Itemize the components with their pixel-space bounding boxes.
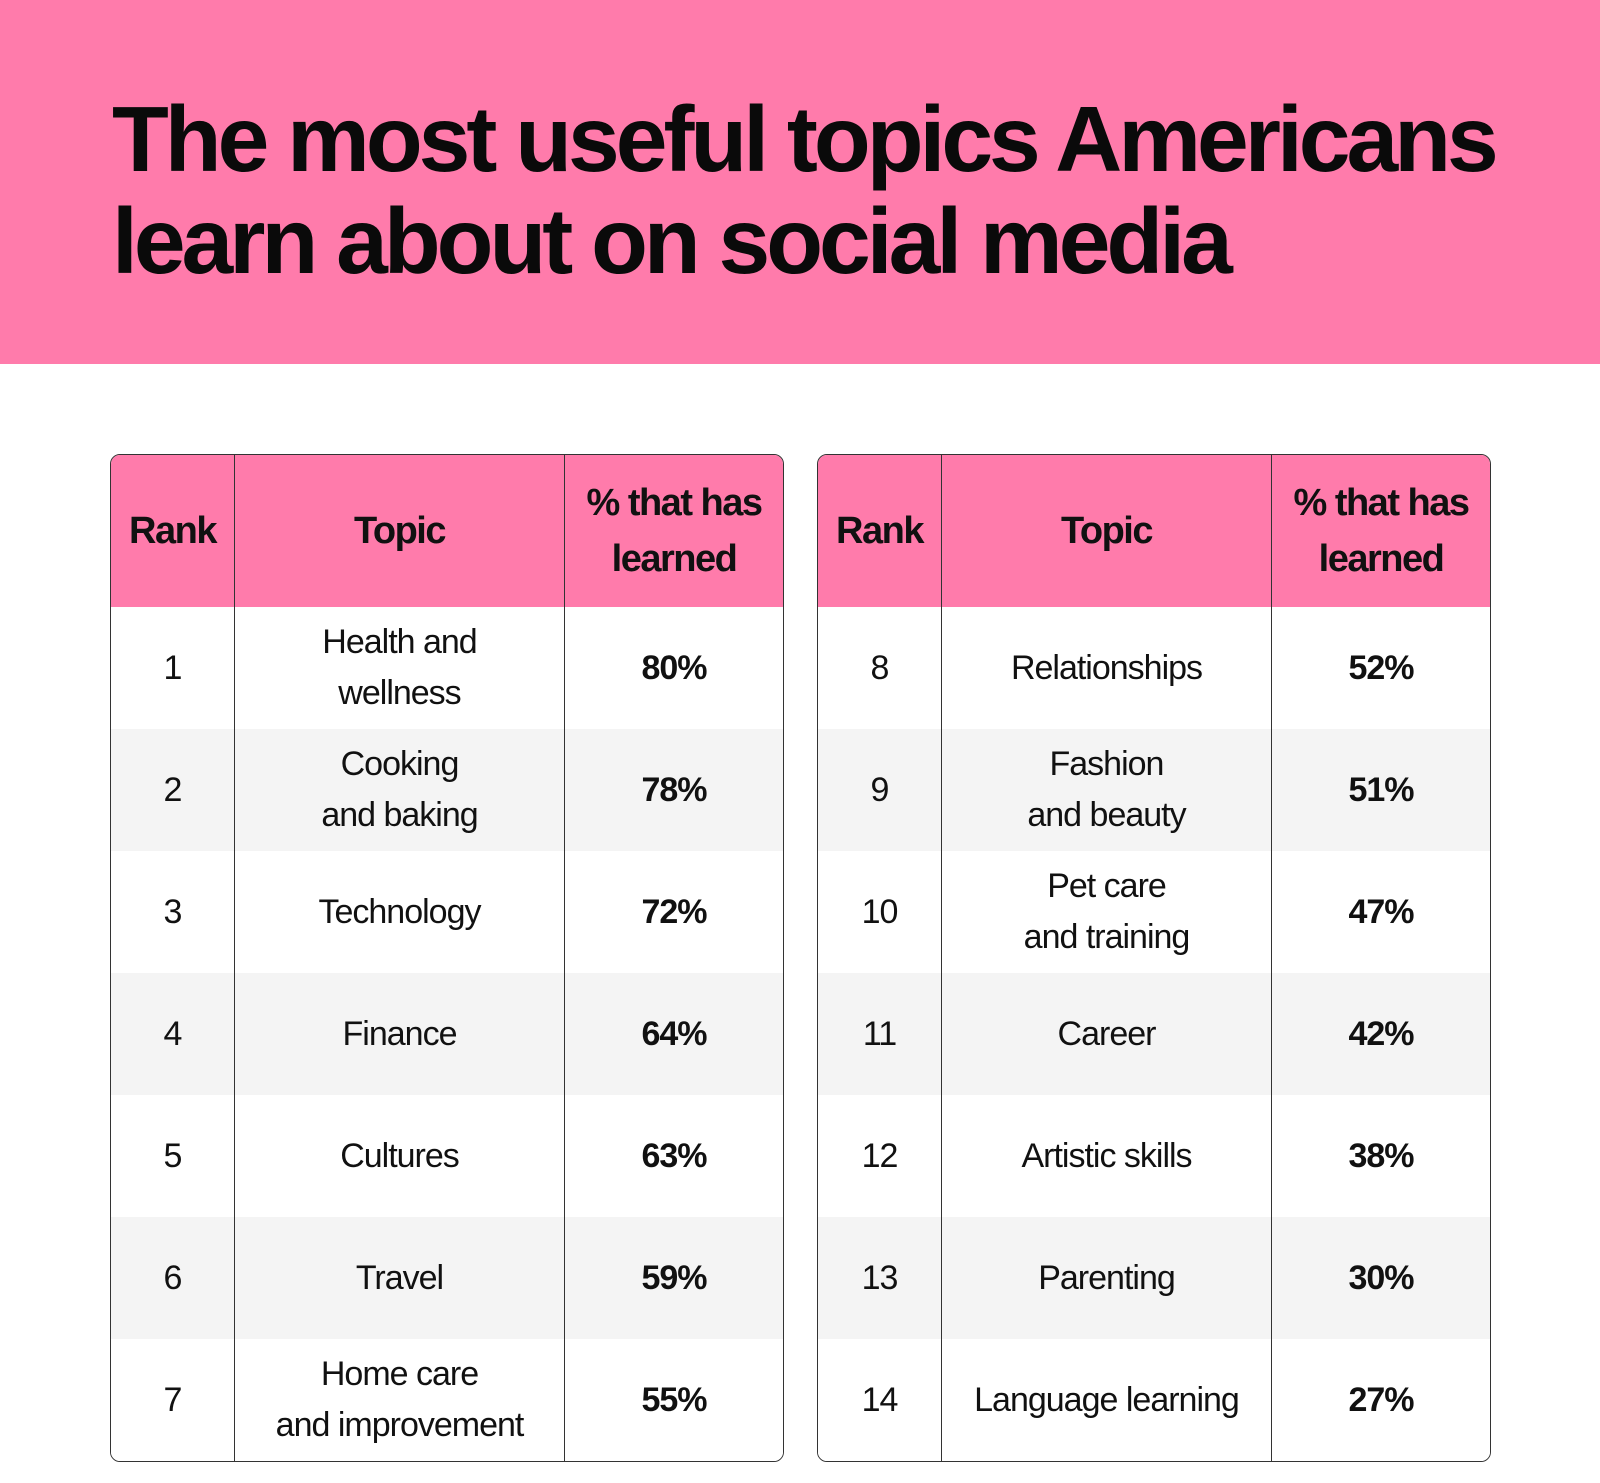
percent-cell: 80% xyxy=(564,607,783,729)
topic-label: Relationships xyxy=(1010,648,1203,687)
topic-label: Finance xyxy=(342,1014,458,1053)
table-row: 5 Cultures 63% xyxy=(111,1095,783,1217)
page-title: The most useful topics Americans learn a… xyxy=(112,88,1552,292)
table-row: 4 Finance 64% xyxy=(111,973,783,1095)
rank-cell: 4 xyxy=(111,973,234,1095)
table-row: 3 Technology 72% xyxy=(111,851,783,973)
topic-cell: Cultures xyxy=(234,1095,564,1217)
topic-label: Health and wellness xyxy=(322,623,477,712)
topic-cell: Artistic skills xyxy=(941,1095,1271,1217)
topic-cell: Travel xyxy=(234,1217,564,1339)
rank-cell: 1 xyxy=(111,607,234,729)
table-row: 6 Travel 59% xyxy=(111,1217,783,1339)
table-row: 14 Language learning 27% xyxy=(818,1339,1490,1461)
table-row: 1 Health and wellness 80% xyxy=(111,607,783,729)
topic-label: Pet care and training xyxy=(1023,867,1191,956)
topic-label: Language learning xyxy=(974,1380,1240,1419)
rank-cell: 12 xyxy=(818,1095,941,1217)
header-percent-line-1: % that has xyxy=(586,482,763,524)
table-row: 8 Relationships 52% xyxy=(818,607,1490,729)
header-rank: Rank xyxy=(111,455,234,607)
header-topic: Topic xyxy=(941,455,1271,607)
topic-label: Fashion and beauty xyxy=(1027,745,1186,834)
header-topic: Topic xyxy=(234,455,564,607)
rank-cell: 5 xyxy=(111,1095,234,1217)
table-row: 2 Cooking and baking 78% xyxy=(111,729,783,851)
topic-cell: Technology xyxy=(234,851,564,973)
percent-cell: 27% xyxy=(1271,1339,1490,1461)
rank-cell: 9 xyxy=(818,729,941,851)
topic-cell: Language learning xyxy=(941,1339,1271,1461)
header-percent: % that has learned xyxy=(1271,455,1490,607)
rank-cell: 3 xyxy=(111,851,234,973)
topic-cell: Fashion and beauty xyxy=(941,729,1271,851)
topic-cell: Home care and improvement xyxy=(234,1339,564,1461)
title-line-2: learn about on social media xyxy=(112,189,1233,293)
header-percent-line-1: % that has xyxy=(1293,482,1470,524)
topic-cell: Career xyxy=(941,973,1271,1095)
topic-label: Home care and improvement xyxy=(275,1355,525,1444)
topic-label: Career xyxy=(1057,1014,1157,1053)
table-row: 13 Parenting 30% xyxy=(818,1217,1490,1339)
table-body-left: 1 Health and wellness 80% 2 Cooking and baki… xyxy=(111,607,783,1461)
title-banner xyxy=(0,0,1600,364)
header-percent-line-2: learned xyxy=(1318,538,1445,580)
percent-cell: 51% xyxy=(1271,729,1490,851)
percent-cell: 30% xyxy=(1271,1217,1490,1339)
header-percent-line-2: learned xyxy=(611,538,738,580)
percent-cell: 42% xyxy=(1271,973,1490,1095)
rank-cell: 8 xyxy=(818,607,941,729)
table-row: 11 Career 42% xyxy=(818,973,1490,1095)
header-rank: Rank xyxy=(818,455,941,607)
ranking-table-left: Rank Topic % that has learned 1 Health and… xyxy=(110,454,784,1462)
title-line-1: The most useful topics Americans xyxy=(112,87,1499,191)
percent-cell: 72% xyxy=(564,851,783,973)
table-row: 10 Pet care and training 47% xyxy=(818,851,1490,973)
topic-cell: Parenting xyxy=(941,1217,1271,1339)
table-row: 7 Home care and improvement 55% xyxy=(111,1339,783,1461)
topic-label: Artistic skills xyxy=(1021,1136,1192,1175)
table-header-row: Rank Topic % that has learned xyxy=(818,455,1490,607)
percent-cell: 78% xyxy=(564,729,783,851)
percent-cell: 64% xyxy=(564,973,783,1095)
percent-cell: 52% xyxy=(1271,607,1490,729)
rank-cell: 13 xyxy=(818,1217,941,1339)
header-percent: % that has learned xyxy=(564,455,783,607)
percent-cell: 55% xyxy=(564,1339,783,1461)
percent-cell: 63% xyxy=(564,1095,783,1217)
percent-cell: 38% xyxy=(1271,1095,1490,1217)
ranking-table-right: Rank Topic % that has learned 8 Relationsh… xyxy=(817,454,1491,1462)
topic-label: Cooking and baking xyxy=(321,745,478,834)
table-body-right: 8 Relationships 52% 9 Fashion and beauty 51% 1… xyxy=(818,607,1490,1461)
table-row: 12 Artistic skills 38% xyxy=(818,1095,1490,1217)
topic-cell: Pet care and training xyxy=(941,851,1271,973)
rank-cell: 11 xyxy=(818,973,941,1095)
topic-cell: Health and wellness xyxy=(234,607,564,729)
topic-label: Travel xyxy=(355,1258,444,1297)
rank-cell: 7 xyxy=(111,1339,234,1461)
rank-cell: 6 xyxy=(111,1217,234,1339)
rank-cell: 2 xyxy=(111,729,234,851)
topic-cell: Finance xyxy=(234,973,564,1095)
table-row: 9 Fashion and beauty 51% xyxy=(818,729,1490,851)
percent-cell: 59% xyxy=(564,1217,783,1339)
topic-cell: Relationships xyxy=(941,607,1271,729)
topic-label: Cultures xyxy=(340,1136,460,1175)
table-header-row: Rank Topic % that has learned xyxy=(111,455,783,607)
topic-cell: Cooking and baking xyxy=(234,729,564,851)
rank-cell: 10 xyxy=(818,851,941,973)
percent-cell: 47% xyxy=(1271,851,1490,973)
rank-cell: 14 xyxy=(818,1339,941,1461)
topic-label: Technology xyxy=(318,892,481,931)
topic-label: Parenting xyxy=(1038,1258,1176,1297)
